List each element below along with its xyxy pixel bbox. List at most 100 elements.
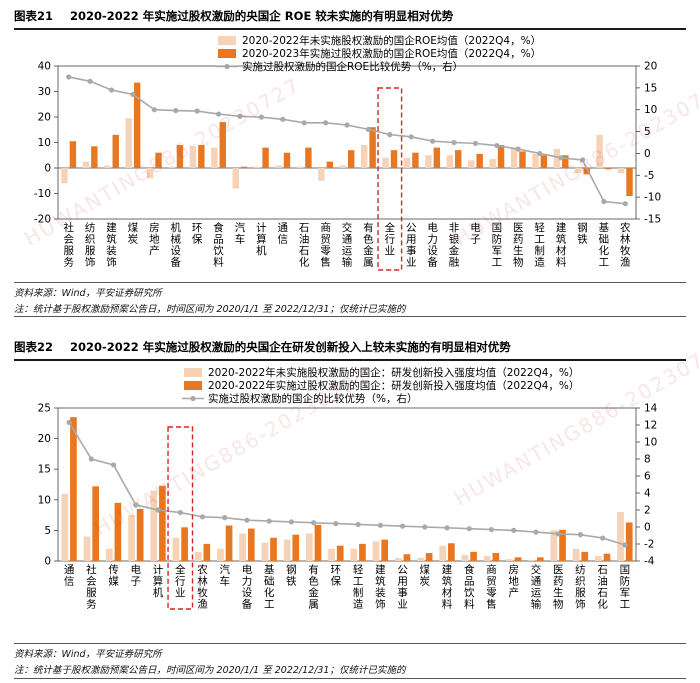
bar <box>394 557 402 561</box>
category-label: 建筑材料 <box>556 221 567 269</box>
highlight-box <box>377 87 403 271</box>
line-point <box>322 120 329 126</box>
category-label: 轻工制造 <box>534 221 545 269</box>
line-point <box>311 520 317 526</box>
bar <box>105 548 113 561</box>
category-label: 基础化工 <box>264 563 275 611</box>
title-rule <box>14 359 686 361</box>
right-tick-label: 15 <box>644 82 657 94</box>
right-tick-label: 0 <box>644 148 651 160</box>
bar <box>305 533 313 561</box>
bar <box>455 150 462 168</box>
bar <box>198 145 205 168</box>
right-tick-label: 4 <box>644 488 651 500</box>
line-point <box>173 107 179 114</box>
bar <box>581 551 589 561</box>
bar <box>69 141 77 168</box>
right-tick-label: 20 <box>644 61 657 73</box>
bar <box>483 556 491 561</box>
category-label: 社会服务 <box>63 221 74 269</box>
category-label: 计算机 <box>256 221 267 257</box>
category-label: 医药生物 <box>553 564 564 611</box>
line-point <box>444 525 450 531</box>
line-point <box>537 150 543 157</box>
bar <box>270 537 277 561</box>
category-label: 建筑装饰 <box>375 563 386 611</box>
bar <box>489 159 496 168</box>
category-label: 纺织服饰 <box>85 221 96 269</box>
bar <box>497 145 505 168</box>
left-tick-label: 5 <box>44 525 51 537</box>
left-tick-label: 40 <box>38 61 51 73</box>
category-label: 全行业 <box>175 563 186 599</box>
right-tick-label: 12 <box>644 420 657 432</box>
source-rule <box>14 282 686 283</box>
bar <box>239 533 246 561</box>
figure-title: 2020-2022 年实施过股权激励的央国企 ROE 较未实施的有明显相对优势 <box>70 9 454 23</box>
bar <box>219 122 226 168</box>
bar <box>476 153 483 168</box>
line-point <box>66 419 72 426</box>
right-tick-label: 2 <box>644 505 651 517</box>
category-label: 石油石化 <box>299 222 310 269</box>
legend-label: 2020-2022年未实施股权激励的国企ROE均值（2022Q4，%） <box>242 34 541 47</box>
line-point <box>266 518 272 524</box>
legend-swatch <box>184 381 202 390</box>
line-point <box>280 116 286 122</box>
line-point <box>558 155 564 161</box>
bar <box>528 559 535 561</box>
footnote: 注：统计基于股权激励预案公告日，时间区间为 2020/1/1 至 2022/12… <box>14 304 406 315</box>
legend-label: 2020-2022年实施过股权激励的国企：研发创新投入强度均值（2022Q4，%… <box>208 379 579 392</box>
line-point <box>577 532 584 538</box>
bar <box>403 157 411 168</box>
category-label: 电子 <box>470 221 481 246</box>
bar <box>305 147 312 168</box>
category-label: 交通运输 <box>531 563 542 611</box>
right-tick-label: 8 <box>644 454 651 466</box>
bar <box>575 168 582 174</box>
legend-label: 实施过股权激励的国企的比较优势（%，右） <box>208 392 417 405</box>
category-label: 国防军工 <box>492 222 503 269</box>
category-label: 煤炭 <box>128 221 139 246</box>
bar <box>114 502 122 561</box>
line-point <box>422 524 428 530</box>
line-point <box>199 514 206 520</box>
line-point <box>387 132 393 138</box>
right-tick-label: -4 <box>644 556 655 568</box>
category-label: 医药生物 <box>513 222 524 269</box>
category-label: 农林牧渔 <box>620 221 631 269</box>
line-point <box>622 201 628 207</box>
bar <box>336 545 344 561</box>
bar <box>70 417 77 561</box>
bar <box>369 127 376 168</box>
bar <box>292 534 300 561</box>
bar <box>625 522 633 561</box>
plot-frame <box>57 407 637 562</box>
bar <box>155 152 162 168</box>
bar <box>417 557 424 561</box>
category-label: 社会服务 <box>86 563 97 611</box>
right-tick-label: -10 <box>644 192 661 204</box>
bar <box>381 539 389 561</box>
bar <box>519 151 526 168</box>
category-label: 汽车 <box>219 563 230 588</box>
left-tick-label: 20 <box>38 433 51 445</box>
line-point <box>222 515 228 521</box>
category-label: 非银金融 <box>449 222 460 269</box>
category-label: 食品饮料 <box>464 563 475 611</box>
bar <box>470 551 477 561</box>
line-point <box>133 502 139 508</box>
figure-label: 图表22 <box>14 340 54 354</box>
line-point <box>244 517 250 523</box>
bar <box>461 554 469 561</box>
category-label: 电力设备 <box>427 221 438 269</box>
category-label: 煤炭 <box>420 563 431 588</box>
bar <box>296 166 304 168</box>
figure-title-row: 图表22 2020-2022 年实施过股权激励的央国企在研发创新投入上较未实施的… <box>14 339 686 355</box>
legend-swatch <box>218 36 236 45</box>
bar <box>596 134 603 168</box>
roe-chart: -20-10010203040-15-10-505101520社会服务纺织服饰建… <box>34 34 661 271</box>
bar <box>112 134 119 168</box>
category-label: 食品饮料 <box>213 221 224 269</box>
line-point <box>237 113 243 119</box>
